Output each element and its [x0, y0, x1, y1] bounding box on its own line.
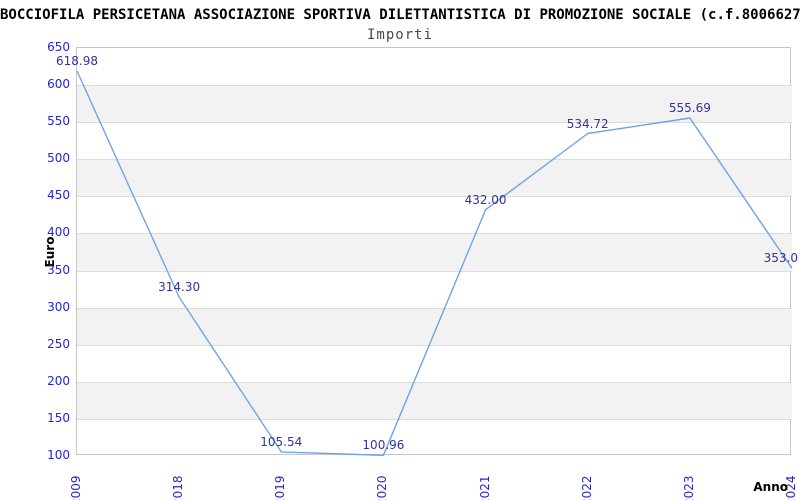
- gridline: [77, 85, 792, 87]
- y-tick-label: 350: [47, 262, 70, 277]
- y-tick-label: 600: [47, 77, 70, 92]
- y-tick-label: 100: [47, 448, 70, 462]
- data-point-label: 618.98: [56, 54, 98, 68]
- x-tick-label: 2009: [69, 475, 83, 500]
- chart-subtitle: Importi: [366, 27, 433, 43]
- y-tick-label: 450: [47, 188, 70, 203]
- y-tick-label: 400: [47, 225, 70, 240]
- data-line: [76, 70, 793, 456]
- y-tick-label: 200: [47, 373, 70, 388]
- x-tick-label: 2023: [681, 475, 696, 500]
- data-point-label: 432.00: [464, 192, 507, 207]
- gridline: [77, 344, 792, 346]
- gridline: [77, 418, 792, 420]
- y-tick-label: 550: [47, 114, 70, 129]
- x-tick-label: 2021: [477, 475, 492, 500]
- data-point-label: 105.54: [260, 434, 303, 449]
- gray-band: [77, 233, 792, 271]
- x-tick-label: 2018: [171, 475, 186, 500]
- gridline: [77, 270, 792, 272]
- gridline: [77, 122, 792, 124]
- gray-band: [77, 85, 792, 123]
- data-point-label: 353.0: [763, 251, 798, 266]
- data-point-label: 314.30: [158, 280, 201, 295]
- line-series: [76, 70, 793, 456]
- gray-band: [77, 381, 792, 419]
- x-tick-label: 2020: [375, 475, 390, 500]
- y-tick-label: 650: [47, 40, 70, 54]
- data-point-label: 100.96: [362, 438, 405, 453]
- data-point-label: 534.72: [566, 116, 609, 131]
- x-tick-label: 2019: [273, 475, 288, 500]
- x-tick-label: 2022: [579, 475, 594, 500]
- data-point-label: 555.69: [668, 100, 711, 115]
- gridline: [77, 159, 792, 161]
- y-tick-label: 250: [47, 336, 70, 351]
- chart-title: BOCCIOFILA PERSICETANA ASSOCIAZIONE SPOR…: [0, 7, 800, 23]
- gray-band: [77, 159, 792, 197]
- y-tick-label: 150: [47, 410, 70, 425]
- y-tick-label: 500: [47, 151, 70, 166]
- gray-band: [77, 307, 792, 345]
- y-tick-label: 300: [47, 299, 70, 314]
- gridline: [77, 233, 792, 235]
- gridline: [77, 307, 792, 309]
- plot-area: 618.98 314.30 105.54 100.96 432.00 534.72 555.…: [56, 47, 798, 456]
- gridline: [77, 196, 792, 198]
- x-axis-label: Anno: [753, 480, 788, 494]
- gridline: [77, 381, 792, 383]
